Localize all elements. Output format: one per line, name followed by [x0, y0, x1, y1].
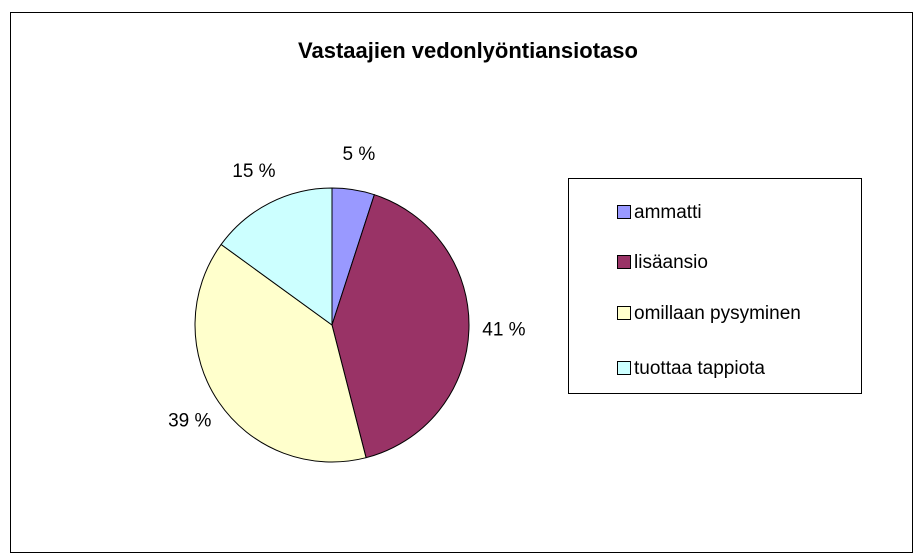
- legend-swatch: [617, 306, 631, 320]
- legend-label: ammatti: [634, 202, 702, 223]
- legend-label: omillaan pysyminen: [634, 303, 801, 324]
- legend-label: tuottaa tappiota: [634, 358, 765, 379]
- data-label: 5 %: [343, 144, 376, 165]
- data-label: 15 %: [232, 161, 275, 182]
- pie-slice: [220, 187, 333, 326]
- data-label: 39 %: [168, 411, 211, 432]
- legend-swatch: [617, 205, 631, 219]
- chart-title: Vastaajien vedonlyöntiansiotaso: [298, 38, 638, 63]
- legend-label: lisäansio: [634, 252, 708, 273]
- pie-slice: [194, 243, 367, 463]
- legend-swatch: [617, 361, 631, 375]
- legend-swatch: [617, 255, 631, 269]
- pie-slice: [331, 194, 470, 459]
- data-label: 41 %: [482, 319, 525, 340]
